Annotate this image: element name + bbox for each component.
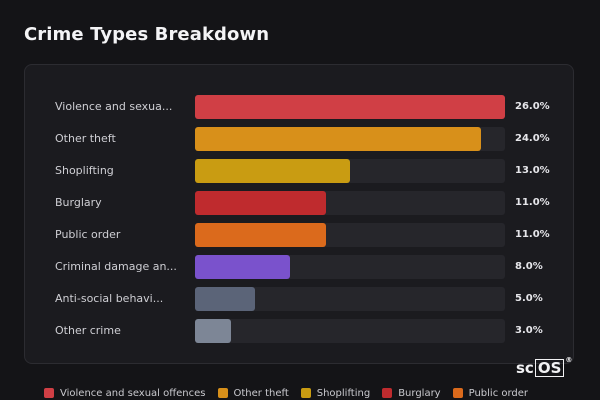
bar-value-label: 26.0% bbox=[515, 101, 550, 112]
legend-item: Shoplifting bbox=[300, 387, 371, 399]
bar-row: Shoplifting 13.0% bbox=[25, 159, 573, 183]
chart-legend: Violence and sexual offences Other theft S… bbox=[44, 386, 540, 400]
bar-row: Anti-social behavi... 5.0% bbox=[25, 287, 573, 311]
legend-item: Burglary bbox=[382, 387, 441, 399]
legend-label: Violence and sexual offences bbox=[60, 387, 206, 399]
bar bbox=[195, 159, 350, 183]
bar bbox=[195, 191, 326, 215]
chart-panel: Violence and sexua... 26.0% Other theft 24.… bbox=[24, 64, 574, 364]
legend-swatch bbox=[44, 388, 54, 398]
bar-row: Violence and sexua... 26.0% bbox=[25, 95, 573, 119]
bar-value-label: 11.0% bbox=[515, 197, 550, 208]
bar bbox=[195, 255, 290, 279]
bar bbox=[195, 223, 326, 247]
bar-track bbox=[195, 127, 505, 151]
bar-value-label: 13.0% bbox=[515, 165, 550, 176]
bar-value-label: 11.0% bbox=[515, 229, 550, 240]
bar-label: Public order bbox=[55, 228, 121, 241]
bar-track bbox=[195, 319, 505, 343]
bar-label: Other theft bbox=[55, 132, 116, 145]
bar-value-label: 5.0% bbox=[515, 293, 543, 304]
bar-track bbox=[195, 95, 505, 119]
legend-item: Other theft bbox=[217, 387, 289, 399]
bar-label: Shoplifting bbox=[55, 164, 114, 177]
legend-label: Burglary bbox=[398, 387, 441, 399]
bar-row: Criminal damage an... 8.0% bbox=[25, 255, 573, 279]
scos-logo: sc OS ® bbox=[516, 356, 573, 378]
bar-label: Other crime bbox=[55, 324, 121, 337]
bar-row: Other theft 24.0% bbox=[25, 127, 573, 151]
bar-track bbox=[195, 255, 505, 279]
bar-track bbox=[195, 223, 505, 247]
bar-row: Other crime 3.0% bbox=[25, 319, 573, 343]
bar-track bbox=[195, 159, 505, 183]
bar-value-label: 3.0% bbox=[515, 325, 543, 336]
bar bbox=[195, 95, 505, 119]
bar-value-label: 24.0% bbox=[515, 133, 550, 144]
logo-text-b: OS bbox=[534, 359, 565, 377]
logo-text-a: sc bbox=[516, 359, 534, 377]
bar-row: Burglary 11.0% bbox=[25, 191, 573, 215]
legend-swatch bbox=[452, 388, 463, 398]
legend-item: Public order bbox=[452, 387, 529, 399]
bar-value-label: 8.0% bbox=[515, 261, 543, 272]
bar bbox=[195, 127, 481, 151]
legend-swatch bbox=[300, 388, 311, 398]
legend-swatch bbox=[217, 388, 228, 398]
bar-track bbox=[195, 191, 505, 215]
legend-item: Violence and sexual offences bbox=[44, 388, 206, 399]
bar-label: Criminal damage an... bbox=[55, 260, 177, 273]
legend-label: Public order bbox=[468, 387, 529, 399]
bar bbox=[195, 287, 255, 311]
bar-label: Anti-social behavi... bbox=[55, 292, 164, 305]
bar-label: Burglary bbox=[55, 196, 102, 209]
bar-row: Public order 11.0% bbox=[25, 223, 573, 247]
legend-label: Shoplifting bbox=[316, 387, 371, 399]
logo-mark: ® bbox=[565, 356, 573, 364]
legend-swatch bbox=[382, 388, 393, 398]
bar-label: Violence and sexua... bbox=[55, 100, 173, 113]
legend-label: Other theft bbox=[233, 387, 289, 399]
bar bbox=[195, 319, 231, 343]
bar-track bbox=[195, 287, 505, 311]
chart-title: Crime Types Breakdown bbox=[24, 24, 270, 45]
